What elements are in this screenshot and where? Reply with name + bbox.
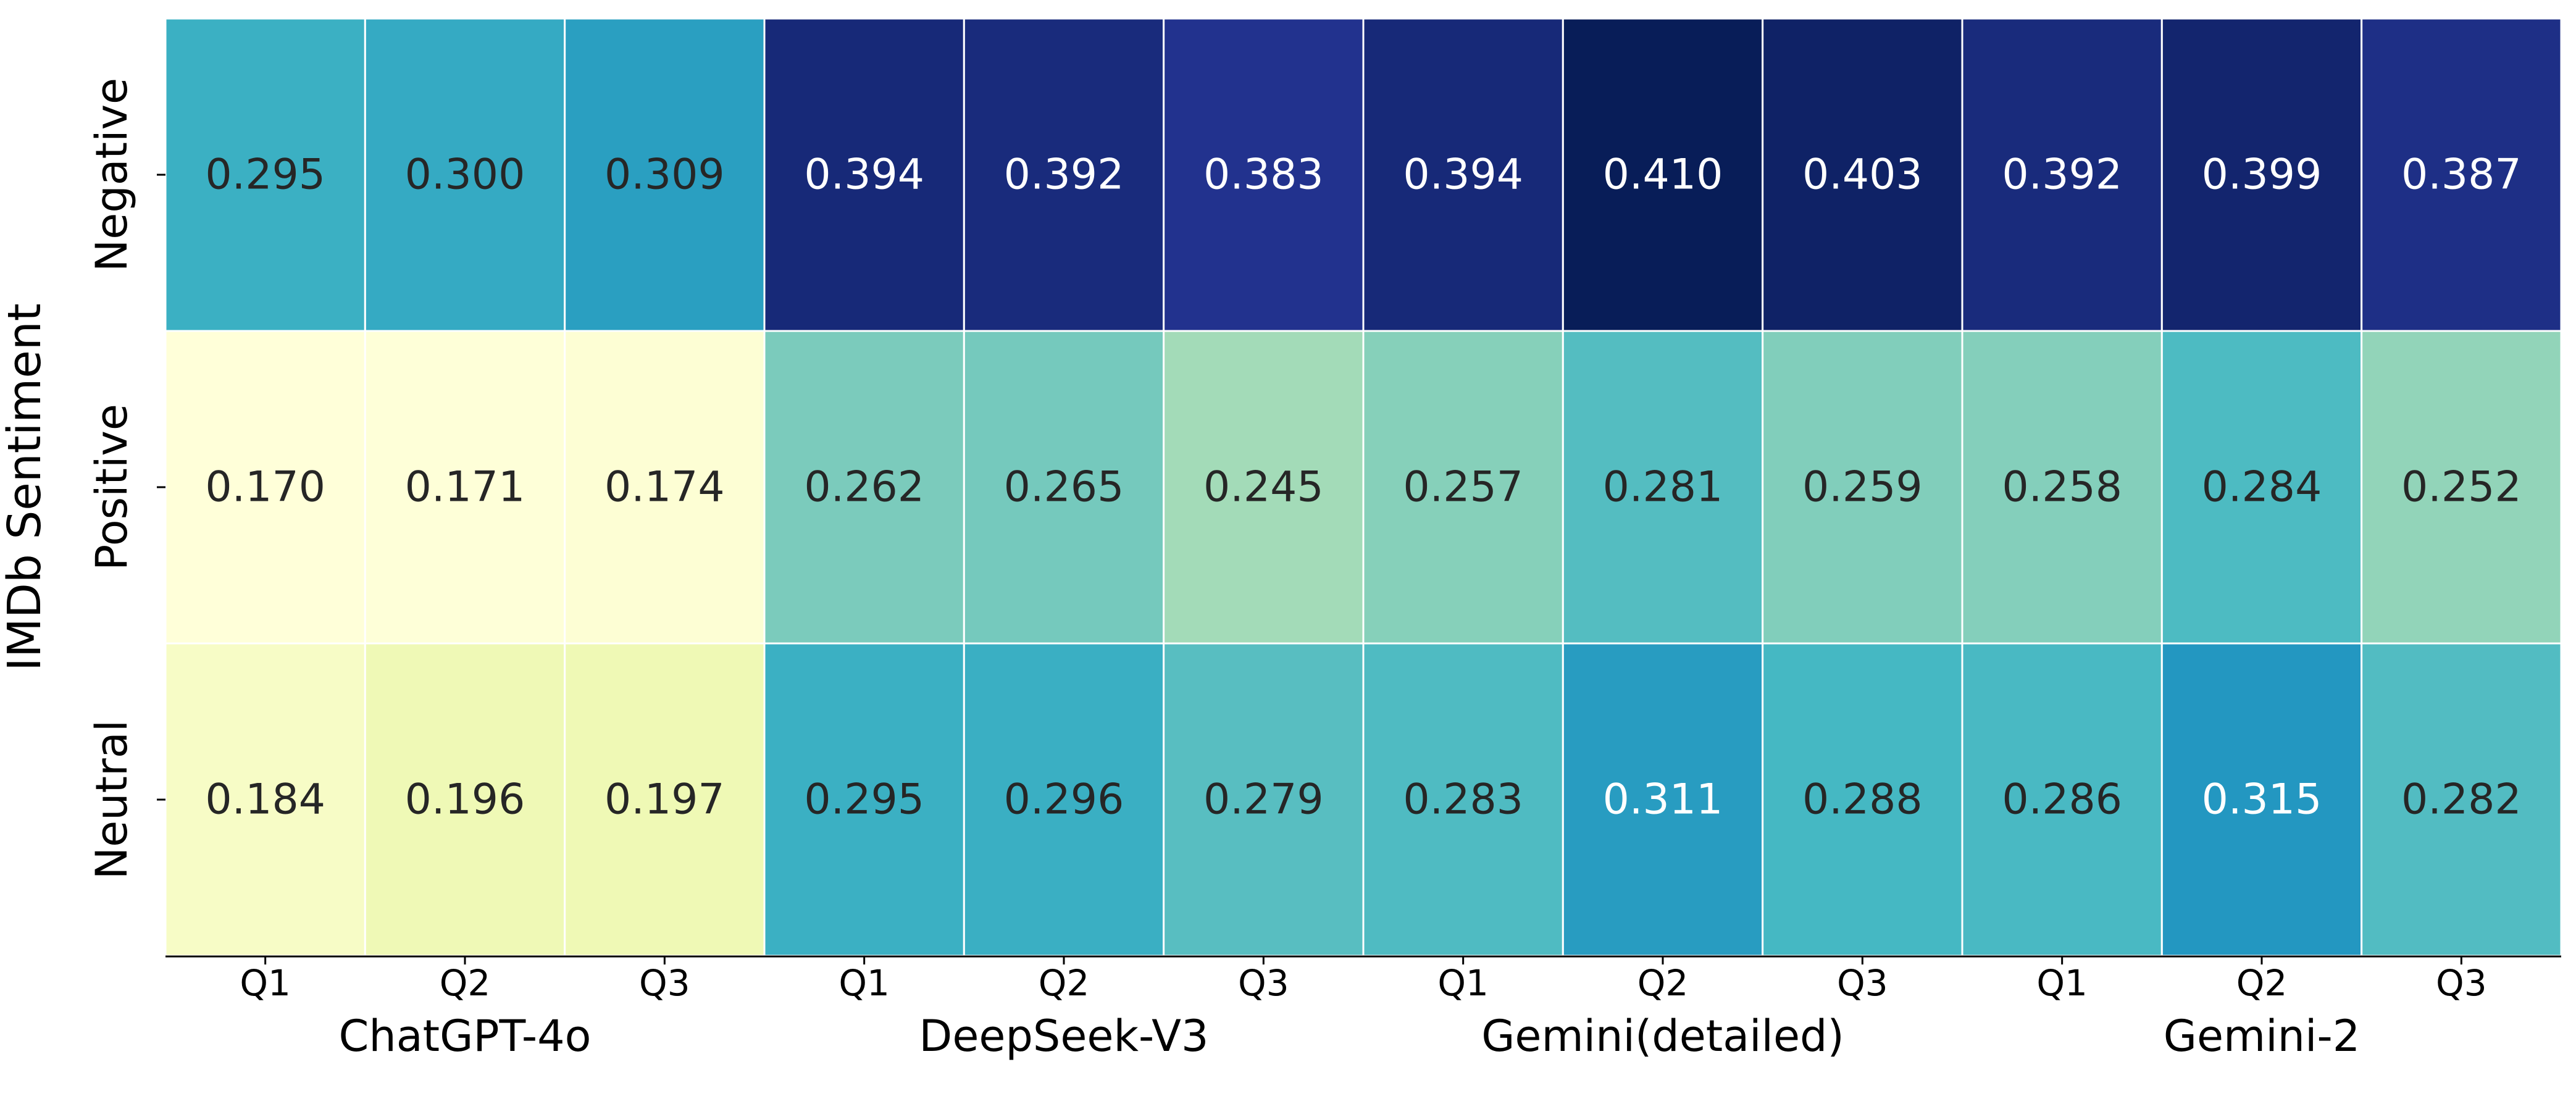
heatmap-cells bbox=[164, 17, 2562, 957]
cell-value-label: 0.383 bbox=[1203, 151, 1324, 199]
heatmap-cell bbox=[1762, 330, 1963, 645]
heatmap-cell bbox=[164, 642, 366, 957]
heatmap-cell bbox=[564, 330, 766, 645]
cell-value-label: 0.394 bbox=[1403, 151, 1523, 199]
x-tick-label: Q3 bbox=[1837, 962, 1888, 1004]
cell-value-label: 0.184 bbox=[205, 776, 325, 824]
heatmap-cell bbox=[1163, 330, 1365, 645]
cell-value-label: 0.410 bbox=[1603, 151, 1723, 199]
x-tick-label: Q1 bbox=[838, 962, 890, 1004]
x-tick-label: Q1 bbox=[2036, 962, 2088, 1004]
heatmap-cell bbox=[763, 642, 965, 957]
heatmap-cell bbox=[164, 330, 366, 645]
heatmap-cell bbox=[164, 17, 366, 332]
heatmap-cell bbox=[364, 330, 566, 645]
heatmap-cell bbox=[1562, 330, 1764, 645]
cell-value-label: 0.279 bbox=[1203, 776, 1324, 824]
heatmap-cell bbox=[364, 17, 566, 332]
x-tick-label: Q2 bbox=[1039, 962, 1090, 1004]
cell-value-label: 0.282 bbox=[2401, 776, 2522, 824]
y-axis-title: IMDb Sentiment bbox=[0, 303, 51, 671]
heatmap-cell bbox=[1961, 330, 2163, 645]
cell-value-label: 0.403 bbox=[1802, 151, 1923, 199]
cell-value-label: 0.245 bbox=[1203, 463, 1324, 512]
heatmap-cell bbox=[1961, 17, 2163, 332]
cell-value-label: 0.309 bbox=[604, 151, 725, 199]
cell-value-label: 0.174 bbox=[604, 463, 725, 512]
cell-value-label: 0.283 bbox=[1403, 776, 1523, 824]
cell-value-label: 0.288 bbox=[1802, 776, 1923, 824]
heatmap-cell bbox=[1562, 17, 1764, 332]
x-tick-label: Q2 bbox=[440, 962, 491, 1004]
cell-value-label: 0.392 bbox=[1004, 151, 1124, 199]
y-tick-label: Neutral bbox=[86, 720, 137, 879]
heatmap-cell bbox=[2361, 642, 2562, 957]
heatmap-cell bbox=[763, 330, 965, 645]
cell-value-label: 0.265 bbox=[1004, 463, 1124, 512]
cell-value-label: 0.196 bbox=[405, 776, 525, 824]
cell-value-label: 0.394 bbox=[804, 151, 924, 199]
heatmap-cell bbox=[963, 642, 1165, 957]
x-group-label: DeepSeek-V3 bbox=[919, 1011, 1208, 1061]
cell-value-label: 0.252 bbox=[2401, 463, 2522, 512]
y-tick-label: Positive bbox=[86, 404, 137, 571]
cell-value-label: 0.259 bbox=[1802, 463, 1923, 512]
heatmap-axes bbox=[157, 174, 2561, 964]
cell-value-label: 0.170 bbox=[205, 463, 325, 512]
heatmap-cell bbox=[2361, 330, 2562, 645]
x-tick-label: Q3 bbox=[639, 962, 690, 1004]
x-group-label: Gemini(detailed) bbox=[1481, 1011, 1844, 1061]
heatmap-cell bbox=[2160, 330, 2363, 645]
cell-value-label: 0.197 bbox=[604, 776, 725, 824]
heatmap-cell bbox=[2361, 17, 2562, 332]
heatmap-cell bbox=[1362, 642, 1564, 957]
cell-value-label: 0.392 bbox=[2002, 151, 2122, 199]
heatmap-axis-labels: Q1 Q2 Q3 Q1 Q2 Q3 Q1 Q2 Q3 Q1 Q2 Q3 ChatGPT-4o DeepSe… bbox=[0, 78, 2487, 1061]
cell-value-label: 0.296 bbox=[1004, 776, 1124, 824]
heatmap-cell bbox=[564, 17, 766, 332]
cell-value-label: 0.258 bbox=[2002, 463, 2122, 512]
heatmap-cell bbox=[2160, 642, 2363, 957]
heatmap-cell bbox=[763, 17, 965, 332]
cell-value-label: 0.286 bbox=[2002, 776, 2122, 824]
cell-value-label: 0.399 bbox=[2202, 151, 2322, 199]
x-tick-label: Q3 bbox=[2436, 962, 2487, 1004]
heatmap-cell bbox=[564, 642, 766, 957]
x-tick-label: Q1 bbox=[240, 962, 291, 1004]
cell-value-label: 0.300 bbox=[405, 151, 525, 199]
x-tick-label: Q1 bbox=[1437, 962, 1489, 1004]
cell-value-label: 0.257 bbox=[1403, 463, 1523, 512]
heatmap-cell bbox=[1163, 17, 1365, 332]
x-group-label: ChatGPT-4o bbox=[339, 1011, 592, 1061]
x-group-label: Gemini-2 bbox=[2164, 1011, 2361, 1061]
cell-value-label: 0.284 bbox=[2202, 463, 2322, 512]
y-tick-label: Negative bbox=[86, 78, 137, 272]
cell-value-label: 0.311 bbox=[1603, 776, 1723, 824]
cell-value-label: 0.295 bbox=[205, 151, 325, 199]
cell-value-label: 0.262 bbox=[804, 463, 924, 512]
cell-value-label: 0.295 bbox=[804, 776, 924, 824]
x-tick-label: Q2 bbox=[1637, 962, 1689, 1004]
heatmap-cell bbox=[963, 17, 1165, 332]
x-tick-label: Q3 bbox=[1238, 962, 1289, 1004]
heatmap-cell-labels: 0.295 0.300 0.309 0.394 0.392 0.383 0.394 0.410… bbox=[205, 151, 2521, 824]
heatmap-cell bbox=[963, 330, 1165, 645]
cell-value-label: 0.171 bbox=[405, 463, 525, 512]
cell-value-label: 0.281 bbox=[1603, 463, 1723, 512]
cell-value-label: 0.315 bbox=[2202, 776, 2322, 824]
x-tick-label: Q2 bbox=[2236, 962, 2288, 1004]
cell-value-label: 0.387 bbox=[2401, 151, 2522, 199]
heatmap-cell bbox=[1362, 330, 1564, 645]
